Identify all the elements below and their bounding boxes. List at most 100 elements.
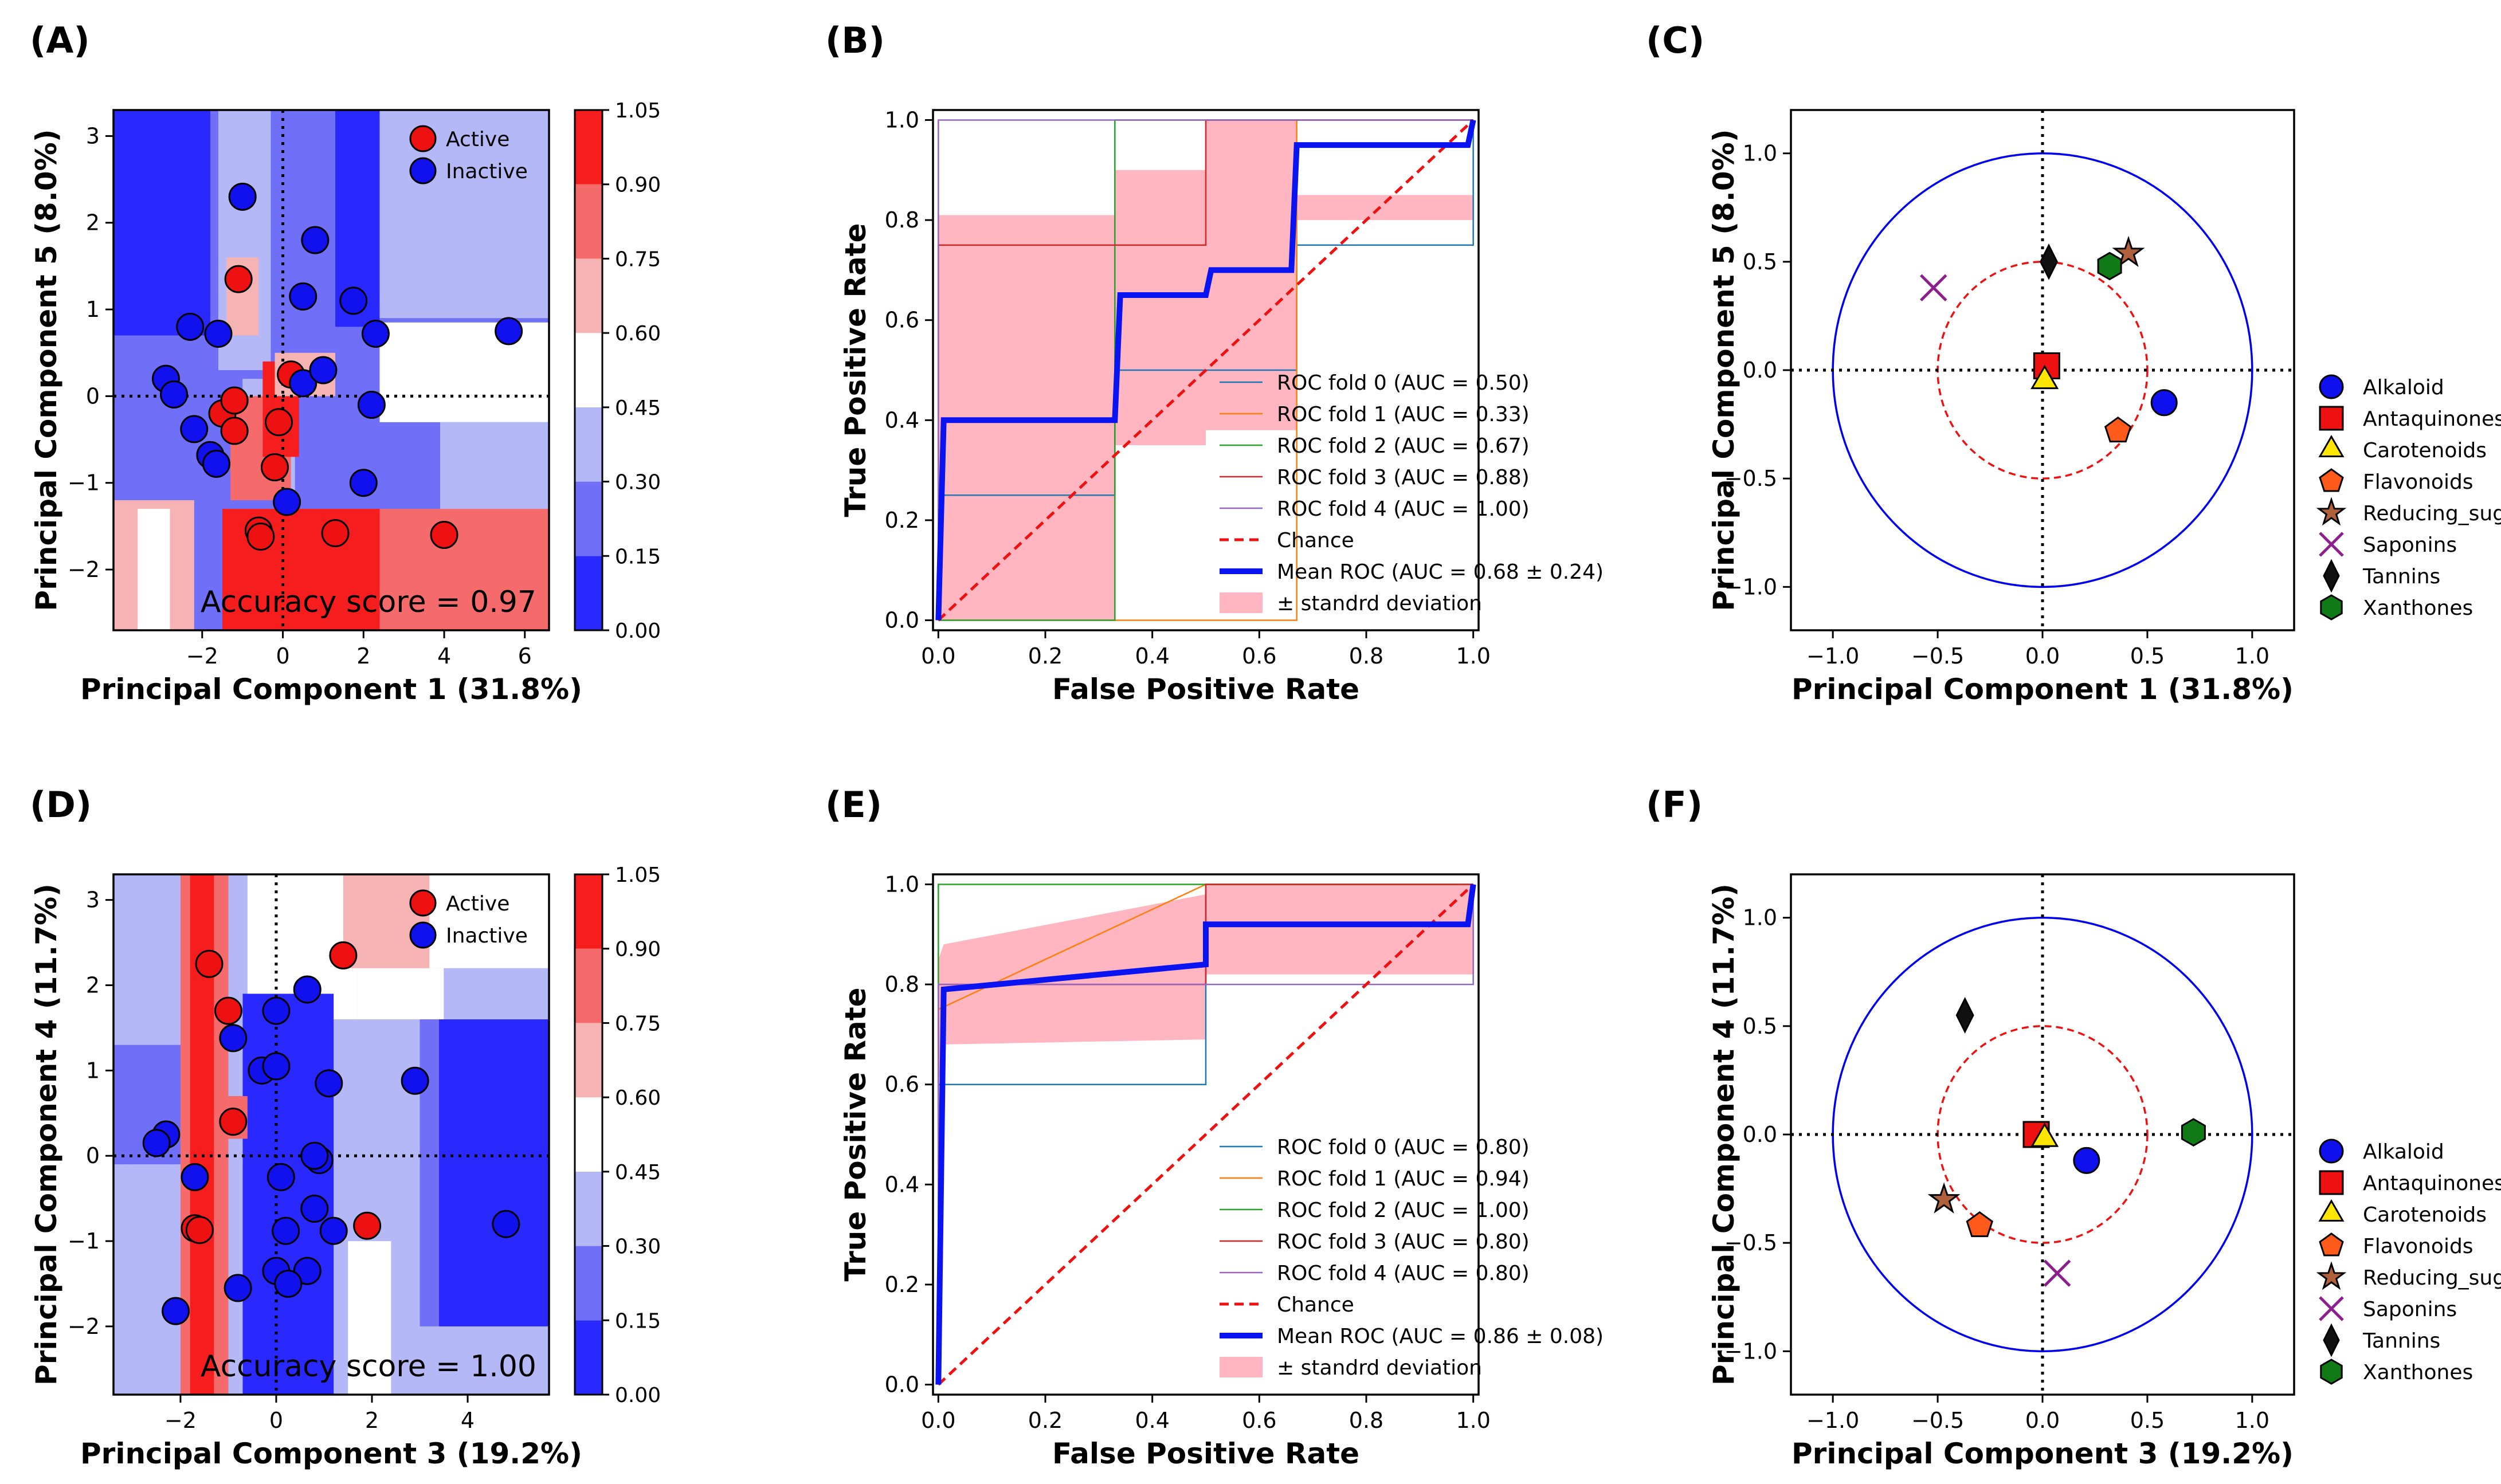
y-axis-label: Principal Component 4 (11.7%) bbox=[30, 884, 63, 1385]
legend-marker-inactive bbox=[409, 921, 437, 949]
point-active bbox=[220, 386, 249, 415]
x-tick-label: 0.2 bbox=[1028, 643, 1063, 669]
x-tick-label: 1.0 bbox=[1456, 1408, 1490, 1433]
legend-label-tannins: Tannins bbox=[2362, 565, 2440, 588]
x-tick-label: 0.0 bbox=[2025, 1408, 2060, 1433]
loading-tannins bbox=[2039, 243, 2058, 280]
colorbar-segment bbox=[575, 333, 602, 407]
legend-marker-alkaloid bbox=[2319, 374, 2344, 399]
legend-marker-active bbox=[409, 125, 437, 152]
x-tick-label: 4 bbox=[461, 1408, 475, 1433]
x-tick-label: 0.5 bbox=[2130, 1408, 2165, 1433]
panel-f: (F)−1.0 −0.5 0.0 0.5 1.0−1.0−0.50.00.51.0Pri… bbox=[1646, 784, 2501, 1470]
point-active bbox=[214, 996, 242, 1025]
point-inactive bbox=[349, 469, 378, 497]
x-tick-label: 0 bbox=[276, 643, 289, 669]
point-active bbox=[430, 521, 458, 549]
x-tick-label: 2 bbox=[356, 643, 370, 669]
legend-label-antaquinones: Antaquinones bbox=[2363, 407, 2501, 431]
y-axis-label: Principal Component 5 (8.0%) bbox=[1707, 129, 1740, 611]
axes-frame bbox=[932, 109, 1480, 631]
point-active bbox=[321, 519, 350, 548]
point-active bbox=[219, 1108, 248, 1136]
legend-marker-antaquinones bbox=[2319, 1170, 2344, 1195]
plot-area bbox=[1791, 874, 2294, 1395]
legend-label-roc-fold-4-auc-1-00: ROC fold 4 (AUC = 1.00) bbox=[1277, 497, 1530, 521]
point-inactive bbox=[401, 1066, 429, 1095]
point-inactive bbox=[319, 1216, 348, 1245]
y-tick-label: −0.5 bbox=[1724, 466, 1777, 491]
point-inactive bbox=[495, 317, 523, 346]
decision-region bbox=[379, 110, 549, 319]
legend-label-reducing-sugars: Reducing_sugars bbox=[2363, 1266, 2501, 1290]
y-tick-label: 0.2 bbox=[885, 1272, 919, 1297]
x-tick-label: 0.0 bbox=[921, 643, 955, 669]
legend-marker-carotenoids bbox=[2318, 434, 2345, 457]
legend-marker-flavonoids bbox=[2319, 468, 2344, 492]
point-inactive bbox=[301, 226, 330, 254]
y-tick-label: 1.0 bbox=[885, 107, 919, 132]
point-inactive bbox=[142, 1129, 171, 1157]
colorbar-tick-label: 1.05 bbox=[615, 99, 661, 123]
x-stroke bbox=[2319, 1296, 2344, 1321]
y-tick-label: 0.8 bbox=[885, 972, 919, 997]
axes-frame bbox=[932, 873, 1480, 1396]
colorbar-tick-label: 0.75 bbox=[615, 248, 661, 271]
plot-area bbox=[935, 119, 1476, 622]
y-tick-label: 1.0 bbox=[1743, 141, 1777, 166]
plot-area bbox=[1791, 110, 2294, 630]
point-active bbox=[220, 417, 249, 445]
point-inactive bbox=[202, 449, 230, 478]
legend-marker-carotenoids bbox=[2318, 1199, 2345, 1222]
point-inactive bbox=[339, 286, 368, 315]
legend-label-mean-roc-auc-0-68-0-24: Mean ROC (AUC = 0.68 ± 0.24) bbox=[1277, 560, 1604, 584]
legend-band-swatch bbox=[1220, 592, 1263, 613]
x-tick-label: 1.0 bbox=[2235, 643, 2269, 669]
legend-marker-antaquinones bbox=[2319, 406, 2344, 431]
colorbar-tick-label: 0.45 bbox=[615, 1161, 661, 1184]
x-tick-label: 0.6 bbox=[1242, 1408, 1276, 1433]
decision-region bbox=[242, 994, 334, 1395]
y-tick-label: 0.4 bbox=[885, 1172, 919, 1197]
point-inactive bbox=[273, 488, 301, 516]
legend-marker-inactive bbox=[409, 157, 437, 184]
legend-marker-xanthones bbox=[2320, 1359, 2343, 1385]
loading-xanthones bbox=[2181, 1118, 2206, 1147]
y-tick-label: −2 bbox=[68, 1314, 100, 1339]
roc-line-mean-roc-auc-0-86-0-08 bbox=[935, 884, 1476, 1385]
colorbar-frame bbox=[574, 109, 603, 631]
panel-a: (A) −2 0 2 4 6 −2 −1 0 1 2 3 Principal Component 1 (… bbox=[30, 19, 661, 706]
loading-xanthones bbox=[2097, 252, 2122, 281]
x-tick-label: 0.8 bbox=[1349, 1408, 1383, 1433]
point-inactive bbox=[224, 1274, 252, 1302]
colorbar-segment bbox=[575, 874, 602, 949]
point-inactive bbox=[181, 1163, 209, 1191]
legend-marker-flavonoids bbox=[2319, 1232, 2344, 1257]
point-active bbox=[353, 1211, 382, 1240]
legend-marker-saponins bbox=[2319, 532, 2344, 557]
colorbar-segment bbox=[575, 481, 602, 556]
decision-region bbox=[113, 110, 210, 336]
legend-label-active: Active bbox=[446, 892, 509, 916]
x-tick-label: 0.2 bbox=[1028, 1408, 1063, 1433]
x-tick-label: 0.8 bbox=[1349, 643, 1383, 669]
point-active bbox=[246, 523, 275, 551]
point-active bbox=[265, 408, 293, 437]
panel-e: (E) 0.0 0.2 0.4 0.6 0.8 1.0 0.0 0.2 0.4 0.6 0.8 1.0 F… bbox=[825, 784, 1604, 1470]
loading-tannins bbox=[1955, 996, 1974, 1034]
accuracy-annotation: Accuracy score = 1.00 bbox=[201, 1349, 536, 1384]
colorbar-tick-label: 0.00 bbox=[615, 619, 661, 643]
panel-label: (B) bbox=[825, 19, 885, 61]
decision-region bbox=[440, 422, 549, 518]
legend-label-alkaloid: Alkaloid bbox=[2363, 376, 2444, 399]
loading-alkaloid bbox=[2150, 389, 2178, 417]
x-tick-label: 0.0 bbox=[2025, 643, 2060, 669]
legend-label-mean-roc-auc-0-86-0-08: Mean ROC (AUC = 0.86 ± 0.08) bbox=[1277, 1325, 1604, 1348]
legend-label-roc-fold-0-auc-0-50: ROC fold 0 (AUC = 0.50) bbox=[1277, 371, 1530, 395]
legend-marker-xanthones bbox=[2320, 594, 2343, 621]
decision-region bbox=[438, 1019, 549, 1326]
point-inactive bbox=[266, 1163, 295, 1191]
colorbar-segment bbox=[575, 1023, 602, 1098]
legend-label-xanthones: Xanthones bbox=[2363, 1361, 2473, 1384]
point-inactive bbox=[492, 1210, 520, 1238]
